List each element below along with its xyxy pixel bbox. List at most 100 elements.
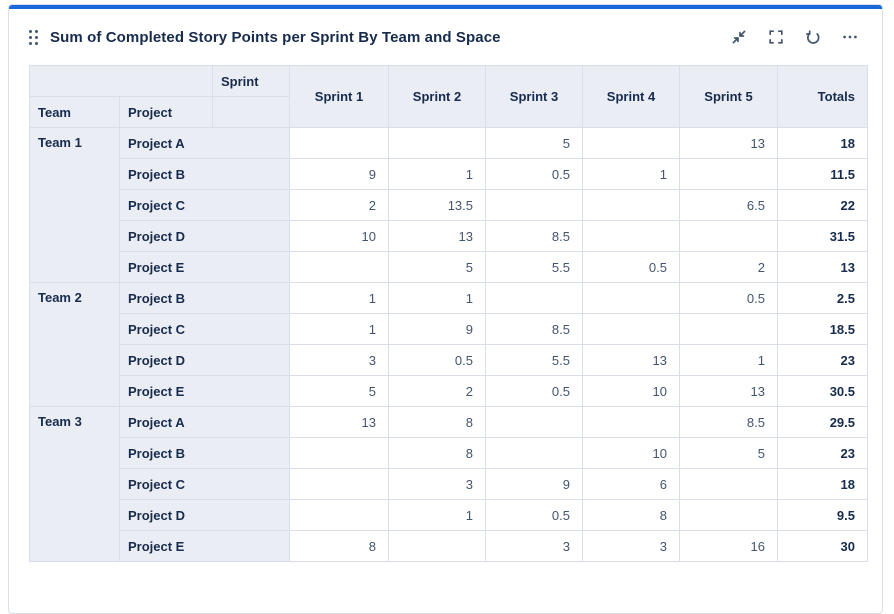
sprint-value-cell: 3 [485,530,583,562]
sprint-value-cell: 8 [289,530,389,562]
sprint-value-cell: 9 [485,468,583,500]
sprint-value-cell: 0.5 [485,499,583,531]
widget-title: Sum of Completed Story Points per Sprint… [50,28,501,46]
sprint-column-header: Sprint 4 [582,65,680,128]
table-row: Team 1 Project A 5 13 18 [29,127,868,283]
sprint-value-cell [289,127,389,159]
sprint-value-cell [582,406,680,438]
row-total-cell: 18 [777,127,868,159]
sprint-value-cell [485,406,583,438]
sprint-value-cell: 2 [289,189,389,221]
table-row: Project D 10 13 8.5 31.5 [30,220,868,252]
row-total-cell: 30.5 [777,375,868,407]
sprint-value-cell [582,127,680,159]
sprint-value-cell: 1 [679,344,778,376]
project-cell: Project D [119,344,290,376]
sprint-value-cell: 5 [485,127,583,159]
table-row: Project C 1 9 8.5 18.5 [30,313,868,345]
table-row: Project C 3 9 6 18 [30,468,868,500]
sprint-column-header: Sprint 3 [485,65,583,128]
sprint-value-cell: 10 [582,375,680,407]
sprint-value-cell: 13 [679,375,778,407]
table-row: Project B 9 1 0.5 1 11.5 [30,158,868,190]
refresh-icon [806,30,820,44]
project-cell: Project D [119,220,290,252]
sprint-value-cell: 8.5 [485,220,583,252]
sprint-value-cell: 13 [582,344,680,376]
sprint-value-cell [679,158,778,190]
collapse-icon [732,30,746,44]
widget-toolbar [729,27,860,47]
project-cell: Project C [119,468,290,500]
sprint-value-cell [485,189,583,221]
table-row: Team 2 Project B 1 1 0.5 2.5 [29,282,868,407]
sprint-value-cell [679,468,778,500]
sprint-value-cell: 1 [289,282,389,314]
project-cell: Project B [119,437,290,469]
sprint-value-cell [485,282,583,314]
sprint-value-cell: 8 [582,499,680,531]
sprint-column-header: Sprint 2 [388,65,486,128]
sprint-value-cell [388,127,486,159]
sprint-value-cell: 1 [388,158,486,190]
sprint-value-cell: 1 [289,313,389,345]
sprint-value-cell: 6 [582,468,680,500]
sprint-value-cell: 5 [289,375,389,407]
sprint-value-cell: 0.5 [679,282,778,314]
sprint-value-cell: 9 [388,313,486,345]
refresh-button[interactable] [803,27,823,47]
row-total-cell: 22 [777,189,868,221]
table-row: Project E 5 2 0.5 10 13 30.5 [30,375,868,407]
pivot-table-body: Team 1 Project A 5 13 18 Project B 9 1 0.5 1 11.5 P… [29,127,868,562]
sprint-axis-empty-cell [212,96,290,128]
project-cell: Project C [119,189,290,221]
sprint-value-cell [289,468,389,500]
corner-empty-cell [29,65,213,97]
project-cell: Project A [119,406,290,438]
sprint-value-cell [289,499,389,531]
sprint-value-cell: 2 [388,375,486,407]
sprint-value-cell: 5 [679,437,778,469]
sprint-value-cell: 8 [388,406,486,438]
sprint-value-cell: 0.5 [582,251,680,283]
ellipsis-icon [843,35,857,39]
widget-accent-bar [9,5,882,9]
fullscreen-icon [769,30,783,44]
table-row: Project D 1 0.5 8 9.5 [30,499,868,531]
project-cell: Project E [119,375,290,407]
more-button[interactable] [840,27,860,47]
row-total-cell: 9.5 [777,499,868,531]
sprint-value-cell: 13 [289,406,389,438]
project-cell: Project C [119,313,290,345]
sprint-value-cell: 0.5 [485,375,583,407]
sprint-value-cell: 0.5 [388,344,486,376]
project-cell: Project E [119,251,290,283]
sprint-column-header: Sprint 5 [679,65,778,128]
widget-titlebar: Sum of Completed Story Points per Sprint… [9,9,882,65]
sprint-value-cell: 8.5 [679,406,778,438]
sprint-value-cell [289,251,389,283]
row-total-cell: 18.5 [777,313,868,345]
table-row: Project B 8 10 5 23 [30,437,868,469]
fullscreen-button[interactable] [766,27,786,47]
sprint-value-cell: 5 [388,251,486,283]
dashboard-widget-card: Sum of Completed Story Points per Sprint… [8,4,883,614]
totals-column-header: Totals [777,65,868,128]
sprint-value-cell: 1 [582,158,680,190]
project-cell: Project B [119,282,290,314]
sprint-value-cell: 2 [679,251,778,283]
table-row: Project D 3 0.5 5.5 13 1 23 [30,344,868,376]
sprint-value-cell: 0.5 [485,158,583,190]
project-cell: Project B [119,158,290,190]
sprint-value-cell: 13 [679,127,778,159]
sprint-value-cell [582,189,680,221]
collapse-button[interactable] [729,27,749,47]
sprint-value-cell: 10 [289,220,389,252]
row-total-cell: 29.5 [777,406,868,438]
drag-handle-icon[interactable] [29,29,38,45]
sprint-value-cell: 9 [289,158,389,190]
sprint-axis-label: Sprint [212,65,290,97]
row-total-cell: 11.5 [777,158,868,190]
